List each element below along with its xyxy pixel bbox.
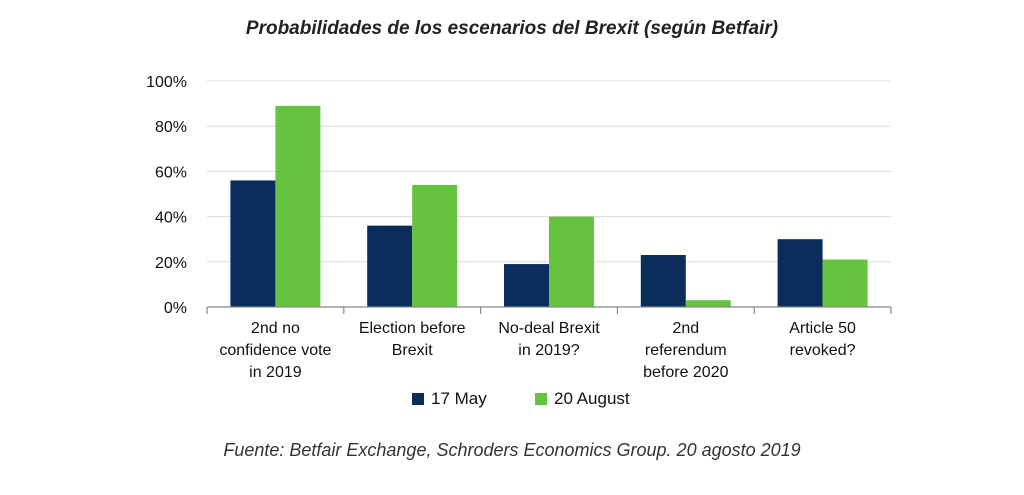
x-tick-label: Election before Brexit	[359, 320, 466, 359]
bar-1	[640, 255, 686, 307]
legend-label-series-2: 20 August	[554, 389, 630, 408]
x-tick-label: No-deal Brexit in 2019?	[498, 320, 600, 359]
legend-item-series-2: 20 August	[535, 389, 630, 409]
legend-item-series-1: 17 May	[412, 389, 487, 409]
bar-1	[230, 180, 276, 307]
x-tick-label: 2nd no confidence vote in 2019	[219, 320, 331, 381]
bar-2	[275, 105, 321, 307]
y-tick-label: 60%	[155, 164, 187, 181]
bar-2	[685, 300, 731, 307]
bar-1	[367, 225, 413, 307]
y-tick-label: 40%	[155, 210, 187, 227]
legend-swatch-series-2	[535, 393, 547, 405]
y-tick-label: 80%	[155, 119, 187, 136]
bar-2	[412, 184, 458, 307]
bar-2	[822, 259, 868, 307]
x-tick-label: 2nd referendum before 2020	[643, 320, 729, 381]
y-tick-label: 0%	[164, 300, 187, 317]
bar-1	[777, 239, 823, 307]
x-tick-label: Article 50 revoked?	[789, 320, 856, 359]
y-tick-label: 20%	[155, 255, 187, 272]
y-tick-label: 100%	[146, 74, 187, 91]
legend-swatch-series-1	[412, 393, 424, 405]
bar-2	[549, 216, 594, 307]
source-note: Fuente: Betfair Exchange, Schroders Econ…	[223, 440, 801, 460]
chart-title: Probabilidades de los escenarios del Bre…	[245, 18, 779, 39]
bar-1	[504, 264, 549, 307]
legend-label-series-1: 17 May	[431, 389, 487, 408]
